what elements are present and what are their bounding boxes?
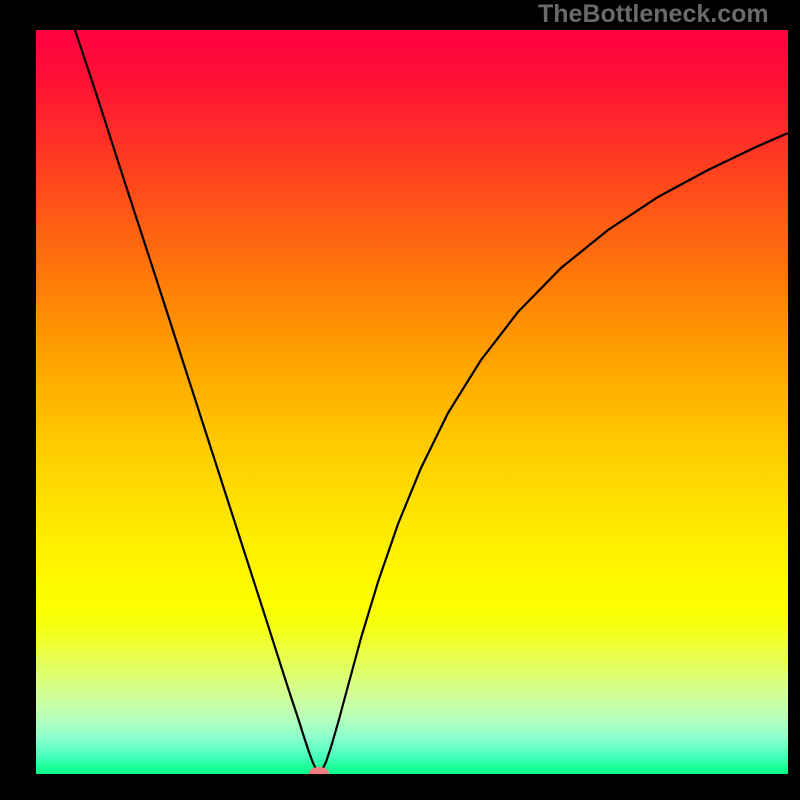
optimum-marker [309,767,329,779]
chart-svg [0,0,800,800]
watermark-text: TheBottleneck.com [538,0,769,29]
gradient-background [36,30,788,774]
